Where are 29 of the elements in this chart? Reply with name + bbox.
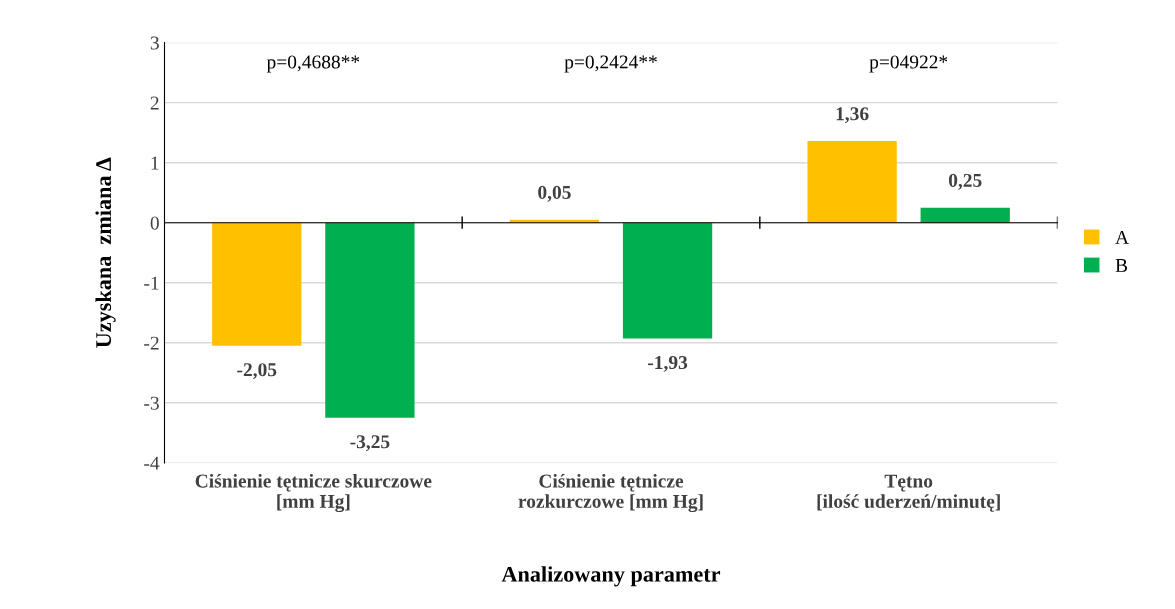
annotation: p=0,2424** [564, 55, 657, 73]
bar [807, 141, 897, 223]
annotation: p=0,4688** [266, 55, 360, 73]
x-tick-label: Tętno [ilość uderzeń/minutę] [817, 474, 1000, 512]
data-label: -3,25 [350, 435, 390, 452]
bar [622, 222, 713, 339]
y-tick-label: -3 [144, 396, 159, 410]
x-tick-label: Ciśnienie tętnicze rozkurczowe [mm Hg] [518, 473, 703, 513]
y-axis-title: Uzyskana zmiana Δ [95, 157, 116, 348]
data-label: -2,05 [237, 363, 277, 380]
y-tick-label: 1 [151, 156, 159, 170]
y-tick-label: 0 [150, 216, 159, 230]
bar [212, 222, 302, 346]
data-label: -1,93 [648, 356, 688, 372]
data-label: 0,05 [538, 185, 571, 202]
y-tick-label: -4 [144, 456, 160, 470]
y-tick-label: -1 [144, 276, 159, 290]
legend-label: A [1115, 230, 1129, 244]
y-tick-label: 2 [150, 96, 159, 110]
annotation: p=04922* [869, 55, 948, 73]
data-label: 1,36 [836, 107, 869, 124]
y-tick-label: 3 [150, 36, 159, 50]
x-tick-label: Ciśnienie tętnicze skurczowe [mm Hg] [195, 473, 432, 513]
bar [325, 222, 415, 418]
data-label: 0,25 [948, 173, 982, 190]
legend-label: B [1115, 259, 1128, 272]
y-tick-label: -2 [144, 336, 159, 350]
bar [920, 207, 1010, 223]
x-axis-title: Analizowany parametr [501, 566, 721, 587]
